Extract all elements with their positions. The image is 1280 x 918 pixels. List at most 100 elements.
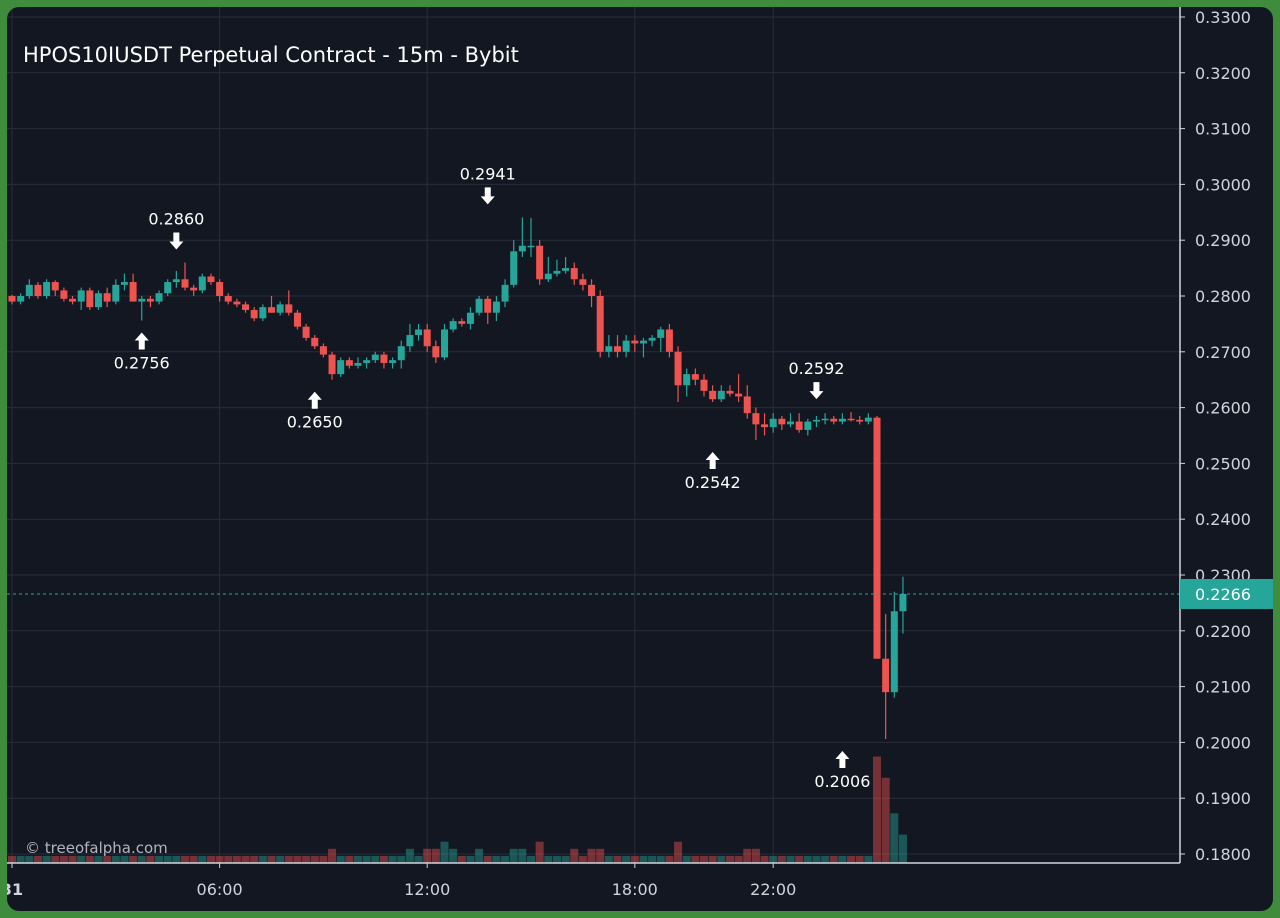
volume-bar [751, 848, 760, 863]
volume-bar [431, 848, 440, 863]
volume-bar [397, 855, 406, 863]
candle [198, 273, 206, 294]
candle-body [371, 354, 379, 361]
candle [103, 287, 111, 308]
candle [683, 368, 691, 397]
volume-bar [622, 855, 631, 863]
price-chart[interactable]: 0.2756 0.2860 0.2650 0.2941 0.2542 0.2592 0.20… [7, 7, 1273, 911]
candle-body [743, 396, 751, 414]
volume-bar [241, 855, 250, 863]
candle [250, 307, 258, 322]
volume-bar [215, 855, 224, 863]
volume-bar [587, 848, 596, 863]
candle [51, 280, 59, 296]
candle [146, 296, 154, 308]
volume-bar [527, 855, 535, 863]
volume-bar [466, 855, 475, 863]
candle [570, 262, 578, 285]
candle-body [77, 290, 85, 302]
candle [34, 282, 42, 299]
volume-bar [310, 855, 319, 863]
volume-bar [578, 855, 587, 863]
candle-body [51, 282, 59, 291]
candle [709, 385, 717, 403]
candle-body [311, 337, 319, 347]
price-tick-label: 0.3200 [1195, 64, 1251, 83]
volume-bar [284, 855, 293, 863]
candle [389, 357, 397, 369]
candle-body [890, 611, 898, 693]
candle [8, 294, 16, 305]
volume-bar [85, 855, 94, 863]
candle-body [570, 268, 578, 280]
candle-body [181, 279, 189, 288]
volume-bar [700, 855, 708, 863]
arrow-up-icon [134, 332, 149, 350]
volume-bar [639, 855, 648, 863]
candle-body [8, 296, 16, 302]
candle-body [129, 282, 137, 302]
time-axis[interactable]: 31 06:00 12:00 18:00 22:00 [7, 862, 1180, 899]
volume-bar [250, 855, 259, 863]
candle-body [856, 419, 864, 422]
chart-title: HPOS10IUSDT Perpetual Contract - 15m - B… [23, 43, 519, 67]
candle [172, 270, 180, 288]
candles[interactable] [8, 217, 907, 740]
price-tick-label: 0.3100 [1195, 120, 1251, 139]
price-tick-label: 0.1800 [1195, 845, 1251, 864]
candle [120, 273, 128, 291]
volume-bar [760, 855, 769, 863]
annotation-label: 0.2756 [114, 354, 170, 373]
volume-bar [172, 855, 181, 863]
candle [726, 385, 734, 397]
candle-body [138, 298, 146, 302]
candle-body [319, 346, 327, 355]
candle-body [769, 418, 777, 428]
annotation-label: 0.2941 [460, 164, 516, 183]
volume-bar [42, 855, 51, 863]
candle-body [830, 418, 838, 422]
candle [518, 217, 526, 257]
volume-bar [137, 855, 146, 863]
candle-body [553, 270, 561, 274]
price-tick-label: 0.3000 [1195, 175, 1251, 194]
candle-body [899, 593, 907, 612]
candle [665, 323, 673, 358]
volume-bar [483, 855, 492, 863]
candle-body [268, 307, 275, 313]
candle [138, 296, 146, 321]
arrow-down-icon [809, 382, 824, 400]
candle-body [475, 298, 483, 313]
volume-bar [423, 848, 432, 863]
candle-body [432, 346, 440, 358]
candle-body [328, 354, 336, 375]
candle-body [665, 329, 673, 352]
volume-bar [613, 855, 622, 863]
volume-bar [146, 855, 155, 863]
candle-body [458, 321, 466, 324]
candle-body [345, 360, 353, 366]
candle-body [397, 346, 405, 361]
candle-body [190, 287, 198, 291]
volume-bar [544, 855, 553, 863]
time-tick-label: 12:00 [404, 880, 450, 899]
candle [657, 326, 665, 352]
candle [155, 290, 163, 305]
volume-bar [232, 855, 241, 863]
volume-bar [77, 855, 86, 863]
candle [778, 415, 786, 430]
candle-body [588, 284, 596, 296]
candle-body [501, 284, 509, 302]
candle [856, 415, 864, 425]
volume-bar [198, 855, 207, 863]
candle-body [34, 284, 42, 296]
volume-bar [890, 813, 899, 863]
price-tick-label: 0.2000 [1195, 733, 1251, 752]
candle [319, 343, 327, 358]
price-axis[interactable]: 0.18000.19000.20000.21000.22000.23000.24… [1179, 7, 1273, 864]
volume-bar [33, 855, 42, 863]
candle [769, 413, 777, 433]
volume-bar [777, 855, 786, 863]
arrow-up-icon [835, 751, 850, 769]
volume-bar [181, 855, 189, 863]
